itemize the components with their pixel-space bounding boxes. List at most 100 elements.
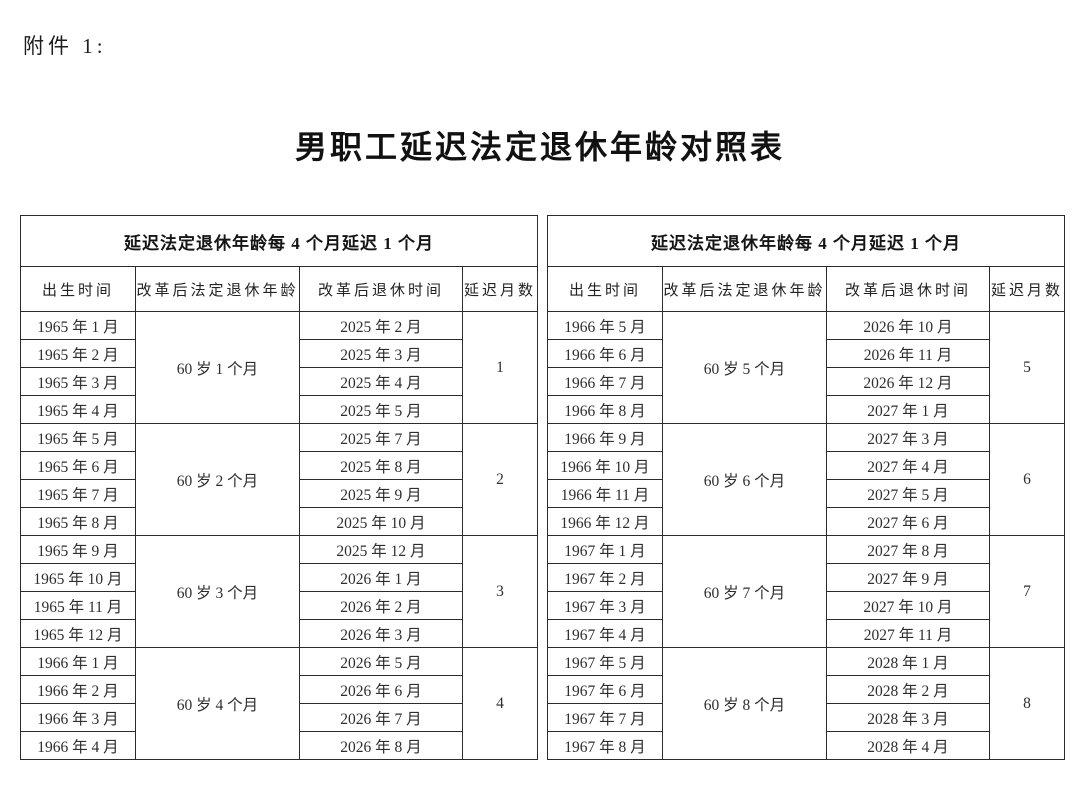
birth-month-cell: 1967 年 5 月 [547, 647, 663, 676]
retirement-month-cell: 2026 年 7 月 [299, 703, 463, 732]
table-row: 1967 年 7 月 2028 年 3 月 [547, 703, 1065, 732]
retirement-month-cell: 2028 年 1 月 [826, 647, 990, 676]
retirement-month-cell: 2025 年 5 月 [299, 395, 463, 424]
retirement-age-cell: 60 岁 1 个月 [135, 311, 300, 424]
retirement-age-cell: 60 岁 2 个月 [135, 423, 300, 536]
table-row: 1965 年 6 月 2025 年 8 月 [20, 451, 538, 480]
table-row: 1965 年 11 月 2026 年 2 月 [20, 591, 538, 620]
birth-month-cell: 1965 年 10 月 [20, 563, 136, 592]
delay-months-cell: 8 [989, 647, 1065, 760]
retirement-month-cell: 2026 年 2 月 [299, 591, 463, 620]
birth-month-cell: 1965 年 9 月 [20, 535, 136, 564]
birth-month-cell: 1967 年 4 月 [547, 619, 663, 648]
birth-month-cell: 1966 年 12 月 [547, 507, 663, 536]
birth-month-cell: 1965 年 11 月 [20, 591, 136, 620]
column-header-row: 出生时间 改革后法定退休年龄 改革后退休时间 延迟月数 [547, 266, 1065, 312]
attachment-label: 附件 1: [23, 34, 107, 58]
birth-month-cell: 1966 年 6 月 [547, 339, 663, 368]
birth-month-cell: 1966 年 10 月 [547, 451, 663, 480]
retirement-month-cell: 2025 年 8 月 [299, 451, 463, 480]
birth-month-cell: 1967 年 3 月 [547, 591, 663, 620]
retirement-month-cell: 2027 年 11 月 [826, 619, 990, 648]
page-title: 男职工延迟法定退休年龄对照表 [294, 129, 785, 165]
table-row: 1967 年 3 月 2027 年 10 月 [547, 591, 1065, 620]
retirement-month-cell: 2027 年 10 月 [826, 591, 990, 620]
column-header-post-reform-time: 改革后退休时间 [826, 266, 990, 312]
retirement-month-cell: 2028 年 4 月 [826, 731, 990, 760]
retirement-table-right: 延迟法定退休年龄每 4 个月延迟 1 个月 出生时间 改革后法定退休年龄 改革后… [547, 215, 1065, 760]
birth-month-cell: 1965 年 5 月 [20, 423, 136, 452]
retirement-month-cell: 2025 年 9 月 [299, 479, 463, 508]
birth-month-cell: 1966 年 4 月 [20, 731, 136, 760]
retirement-month-cell: 2027 年 9 月 [826, 563, 990, 592]
retirement-age-cell: 60 岁 3 个月 [135, 535, 300, 648]
retirement-month-cell: 2025 年 3 月 [299, 339, 463, 368]
table-row: 1965 年 2 月 2025 年 3 月 [20, 339, 538, 368]
birth-month-cell: 1966 年 5 月 [547, 311, 663, 340]
birth-month-cell: 1965 年 6 月 [20, 451, 136, 480]
table-body-left: 1965 年 1 月 60 岁 1 个月 2025 年 2 月 1 1965 年 2 月… [20, 311, 538, 760]
retirement-month-cell: 2025 年 12 月 [299, 535, 463, 564]
table-row: 1966 年 4 月 2026 年 8 月 [20, 731, 538, 760]
retirement-month-cell: 2028 年 2 月 [826, 675, 990, 704]
table-row: 1966 年 10 月 2027 年 4 月 [547, 451, 1065, 480]
retirement-month-cell: 2026 年 3 月 [299, 619, 463, 648]
birth-month-cell: 1965 年 3 月 [20, 367, 136, 396]
retirement-month-cell: 2025 年 4 月 [299, 367, 463, 396]
retirement-age-cell: 60 岁 4 个月 [135, 647, 300, 760]
table-row: 1965 年 7 月 2025 年 9 月 [20, 479, 538, 508]
retirement-month-cell: 2027 年 4 月 [826, 451, 990, 480]
table-row: 1966 年 7 月 2026 年 12 月 [547, 367, 1065, 396]
table-body-right: 1966 年 5 月 60 岁 5 个月 2026 年 10 月 5 1966 年 6 … [547, 311, 1065, 760]
table-row: 1967 年 6 月 2028 年 2 月 [547, 675, 1065, 704]
group-header-row: 延迟法定退休年龄每 4 个月延迟 1 个月 [547, 215, 1065, 267]
birth-month-cell: 1966 年 7 月 [547, 367, 663, 396]
birth-month-cell: 1966 年 1 月 [20, 647, 136, 676]
retirement-age-cell: 60 岁 8 个月 [662, 647, 827, 760]
retirement-age-cell: 60 岁 7 个月 [662, 535, 827, 648]
birth-month-cell: 1966 年 8 月 [547, 395, 663, 424]
birth-month-cell: 1967 年 6 月 [547, 675, 663, 704]
delay-months-cell: 4 [462, 647, 538, 760]
retirement-month-cell: 2027 年 3 月 [826, 423, 990, 452]
column-header-post-reform-age: 改革后法定退休年龄 [662, 266, 827, 312]
birth-month-cell: 1965 年 8 月 [20, 507, 136, 536]
retirement-month-cell: 2027 年 6 月 [826, 507, 990, 536]
table-row: 1966 年 11 月 2027 年 5 月 [547, 479, 1065, 508]
group-header-label: 延迟法定退休年龄每 4 个月延迟 1 个月 [20, 215, 538, 267]
column-header-post-reform-age: 改革后法定退休年龄 [135, 266, 300, 312]
retirement-month-cell: 2026 年 11 月 [826, 339, 990, 368]
comparison-tables: 延迟法定退休年龄每 4 个月延迟 1 个月 出生时间 改革后法定退休年龄 改革后… [20, 215, 1065, 760]
retirement-month-cell: 2027 年 1 月 [826, 395, 990, 424]
column-header-delay-months: 延迟月数 [462, 266, 538, 312]
table-row: 1966 年 2 月 2026 年 6 月 [20, 675, 538, 704]
birth-month-cell: 1966 年 3 月 [20, 703, 136, 732]
group-header-label: 延迟法定退休年龄每 4 个月延迟 1 个月 [547, 215, 1065, 267]
delay-months-cell: 1 [462, 311, 538, 424]
delay-months-cell: 5 [989, 311, 1065, 424]
delay-months-cell: 3 [462, 535, 538, 648]
retirement-month-cell: 2027 年 8 月 [826, 535, 990, 564]
retirement-month-cell: 2025 年 7 月 [299, 423, 463, 452]
retirement-month-cell: 2026 年 6 月 [299, 675, 463, 704]
table-row: 1965 年 3 月 2025 年 4 月 [20, 367, 538, 396]
birth-month-cell: 1965 年 4 月 [20, 395, 136, 424]
table-row: 1965 年 10 月 2026 年 1 月 [20, 563, 538, 592]
birth-month-cell: 1965 年 7 月 [20, 479, 136, 508]
column-header-birth-time: 出生时间 [547, 266, 663, 312]
birth-month-cell: 1965 年 12 月 [20, 619, 136, 648]
group-header-row: 延迟法定退休年龄每 4 个月延迟 1 个月 [20, 215, 538, 267]
birth-month-cell: 1966 年 11 月 [547, 479, 663, 508]
retirement-age-cell: 60 岁 6 个月 [662, 423, 827, 536]
birth-month-cell: 1967 年 8 月 [547, 731, 663, 760]
retirement-month-cell: 2026 年 12 月 [826, 367, 990, 396]
table-row: 1967 年 8 月 2028 年 4 月 [547, 731, 1065, 760]
column-header-delay-months: 延迟月数 [989, 266, 1065, 312]
birth-month-cell: 1966 年 2 月 [20, 675, 136, 704]
birth-month-cell: 1967 年 1 月 [547, 535, 663, 564]
